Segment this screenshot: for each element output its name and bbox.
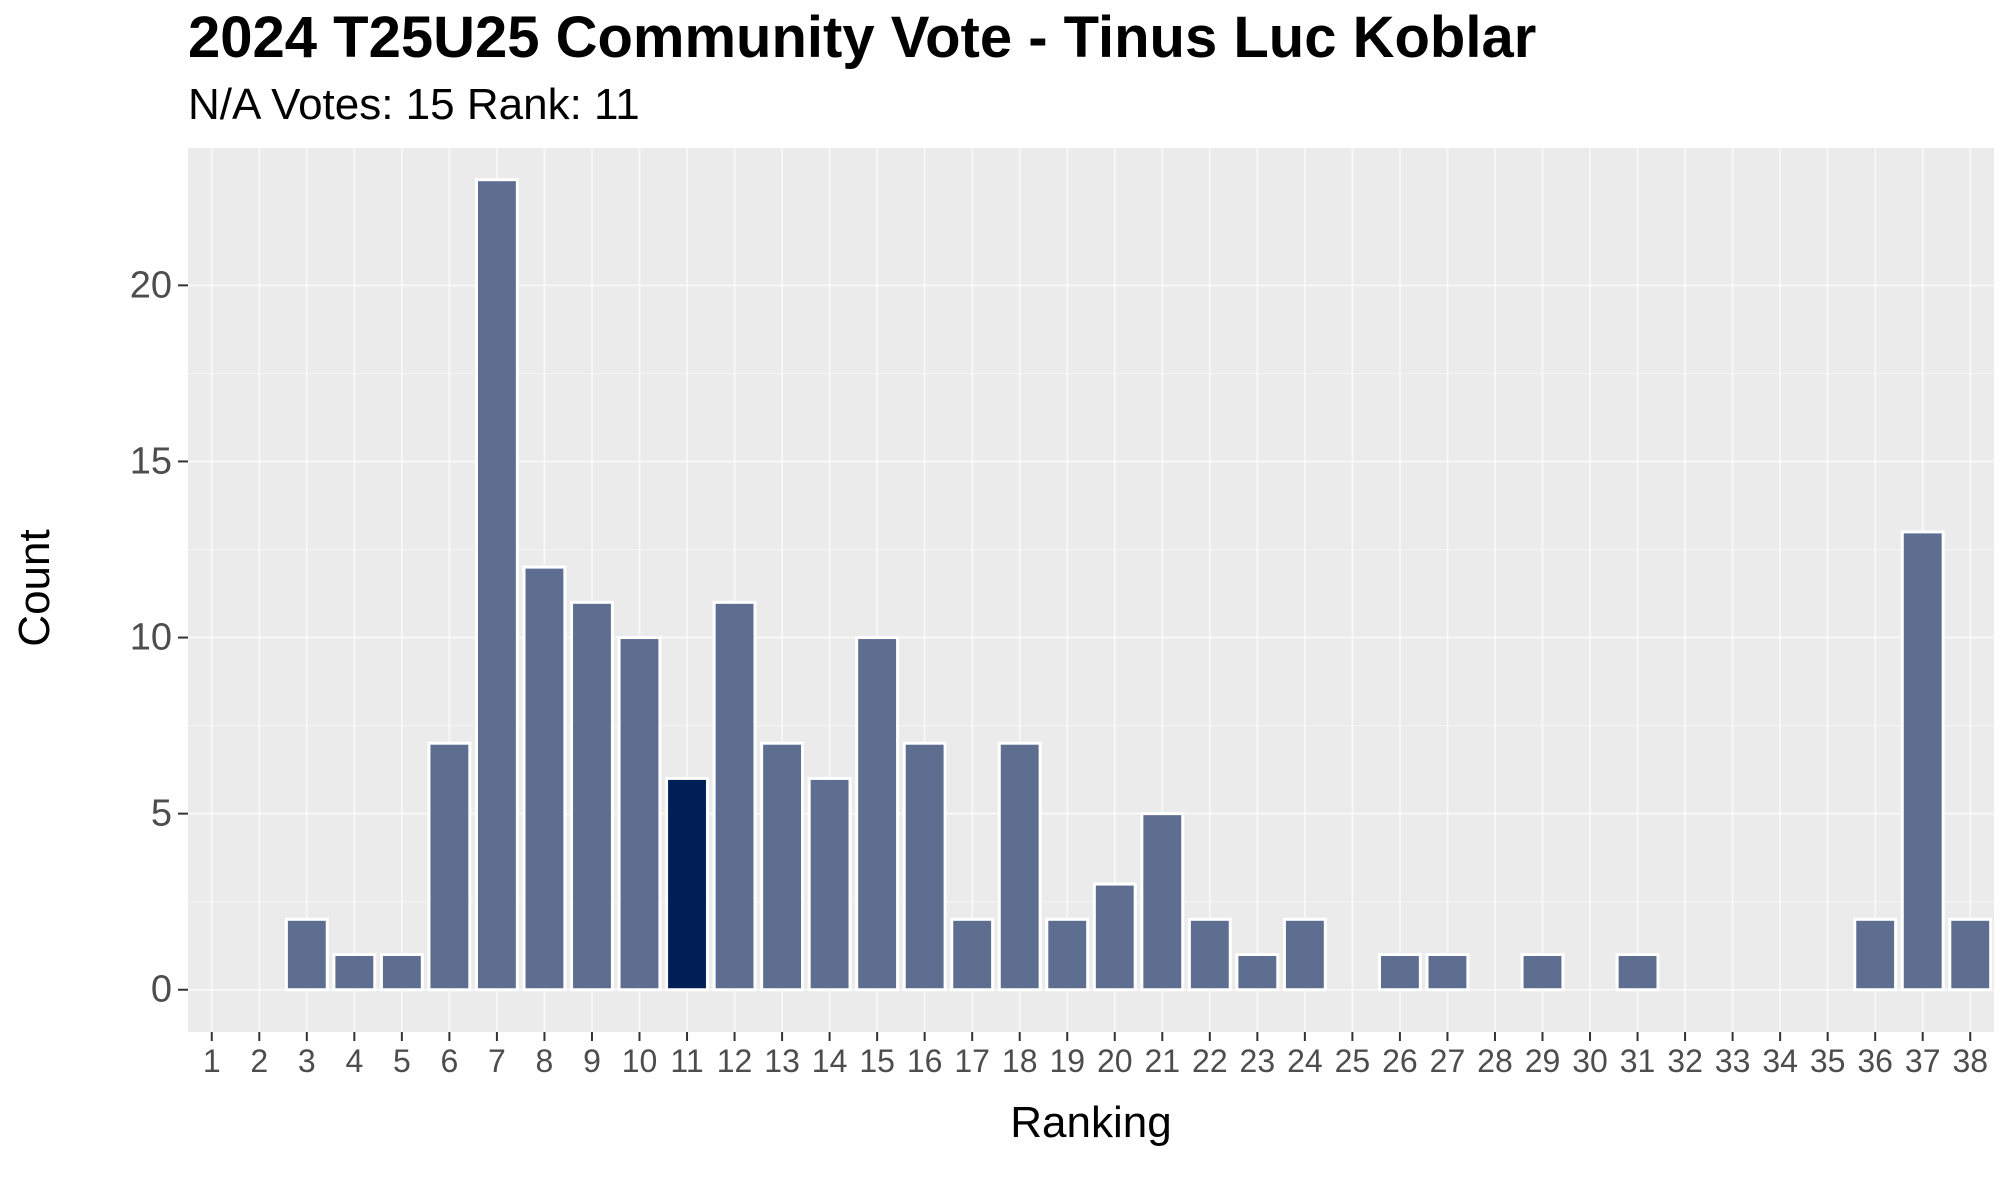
bar	[1425, 953, 1470, 992]
x-tick-label: 5	[393, 1043, 411, 1079]
bar	[284, 917, 329, 992]
bar	[332, 953, 377, 992]
x-tick-label: 7	[488, 1043, 506, 1079]
x-tick-label: 13	[764, 1043, 800, 1079]
bar	[1948, 917, 1993, 992]
bar	[950, 917, 995, 992]
bar	[570, 600, 614, 992]
x-tick-label: 33	[1715, 1043, 1751, 1079]
x-tick-label: 4	[345, 1043, 363, 1079]
y-tick-label: 5	[151, 793, 172, 835]
bar	[807, 776, 852, 992]
y-tick-label: 20	[130, 264, 172, 306]
bar	[712, 600, 757, 992]
bar	[1900, 530, 1945, 992]
x-tick-label: 35	[1810, 1043, 1846, 1079]
bar	[474, 178, 519, 992]
x-tick-label: 20	[1097, 1043, 1133, 1079]
x-tick-label: 6	[440, 1043, 458, 1079]
x-tick-label: 28	[1477, 1043, 1513, 1079]
y-tick-label: 0	[151, 969, 172, 1011]
x-tick-label: 3	[298, 1043, 316, 1079]
x-tick-label: 11	[670, 1043, 703, 1079]
x-tick-label: 26	[1382, 1043, 1418, 1079]
x-tick-label: 22	[1192, 1043, 1228, 1079]
x-tick-label: 30	[1572, 1043, 1608, 1079]
x-tick-label: 24	[1287, 1043, 1323, 1079]
bar	[855, 636, 900, 992]
bar	[1187, 917, 1232, 992]
x-tick-label: 17	[954, 1043, 990, 1079]
x-tick-label: 1	[203, 1043, 221, 1079]
x-tick-label: 19	[1049, 1043, 1085, 1079]
bar	[1045, 917, 1090, 992]
bar	[902, 741, 947, 992]
x-tick-label: 32	[1667, 1043, 1703, 1079]
y-tick-label: 10	[130, 617, 172, 659]
bar	[522, 565, 567, 992]
bar	[1282, 917, 1327, 992]
bar-highlight	[665, 776, 709, 992]
chart-title: 2024 T25U25 Community Vote - Tinus Luc K…	[188, 5, 1537, 70]
x-tick-label: 21	[1144, 1043, 1180, 1079]
x-tick-label: 2	[250, 1043, 268, 1079]
bar	[1853, 917, 1898, 992]
bar	[1377, 953, 1422, 992]
x-tick-label: 10	[622, 1043, 658, 1079]
bar	[1235, 953, 1280, 992]
bar	[1140, 812, 1185, 992]
x-tick-label: 29	[1525, 1043, 1561, 1079]
x-tick-label: 18	[1002, 1043, 1038, 1079]
x-tick-label: 15	[859, 1043, 895, 1079]
x-tick-label: 36	[1857, 1043, 1893, 1079]
bar	[1520, 953, 1565, 992]
x-tick-label: 12	[717, 1043, 753, 1079]
chart-subtitle: N/A Votes: 15 Rank: 11	[188, 80, 640, 129]
x-tick-label: 38	[1952, 1043, 1988, 1079]
bar	[997, 741, 1042, 992]
bar	[427, 741, 472, 992]
x-tick-label: 8	[536, 1043, 554, 1079]
bar	[379, 953, 424, 992]
x-tick-label: 37	[1905, 1043, 1941, 1079]
x-axis-label: Ranking	[1010, 1098, 1172, 1147]
x-tick-label: 34	[1762, 1043, 1798, 1079]
bar	[1092, 882, 1137, 992]
x-tick-label: 25	[1335, 1043, 1371, 1079]
bar	[760, 741, 805, 992]
x-tick-label: 16	[907, 1043, 943, 1079]
x-tick-label: 9	[583, 1043, 601, 1079]
y-tick-label: 15	[130, 440, 172, 482]
x-tick-label: 27	[1430, 1043, 1466, 1079]
bar	[617, 636, 662, 992]
x-tick-label: 31	[1620, 1043, 1656, 1079]
x-tick-label: 14	[812, 1043, 848, 1079]
x-tick-label: 23	[1240, 1043, 1276, 1079]
bar	[1615, 953, 1660, 992]
